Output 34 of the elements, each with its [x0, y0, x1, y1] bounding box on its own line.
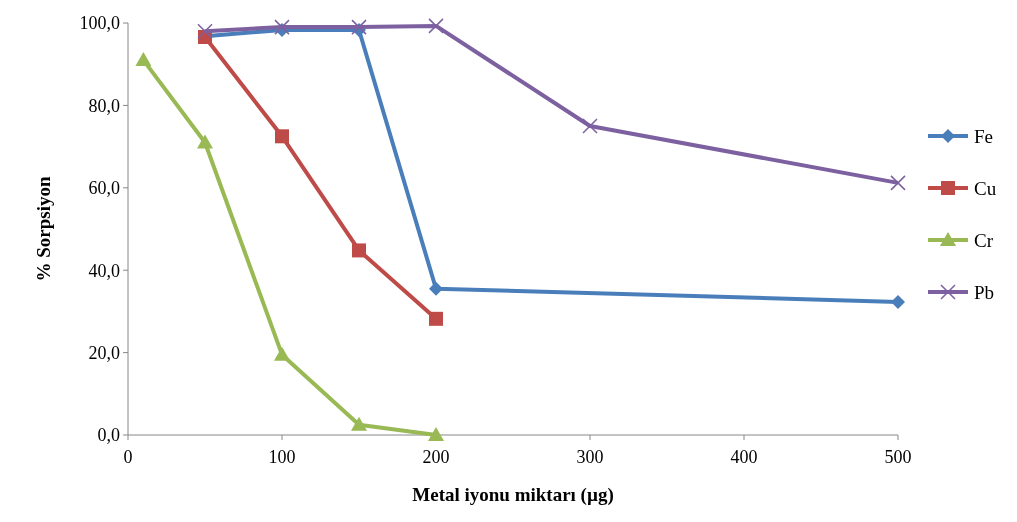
y-tick-label: 80,0	[88, 95, 120, 116]
point	[274, 19, 290, 35]
y-tick-label: 40,0	[88, 260, 120, 281]
x-tick-label: 500	[884, 447, 912, 467]
point	[274, 346, 290, 361]
legend-label: Cr	[974, 229, 994, 251]
x-tick-label: 400	[730, 447, 758, 467]
legend-label: Pb	[974, 281, 995, 303]
legend-label: Fe	[974, 125, 993, 147]
point	[890, 175, 906, 191]
point	[429, 311, 443, 326]
point	[582, 118, 598, 134]
x-tick-label: 0	[123, 447, 133, 467]
y-tick-label: 100,0	[79, 13, 120, 34]
y-axis-title: % Sorpsiyon	[33, 176, 54, 282]
point	[135, 52, 152, 67]
point	[197, 134, 213, 149]
legend-label: Cu	[974, 177, 997, 199]
point	[351, 19, 367, 35]
point	[352, 243, 366, 258]
point	[351, 416, 367, 431]
x-tick-label: 300	[576, 447, 604, 467]
x-tick-label: 100	[268, 447, 296, 467]
y-tick-label: 0,0	[97, 425, 120, 446]
point	[275, 129, 289, 144]
y-tick-label: 20,0	[88, 342, 120, 363]
y-tick-label: 60,0	[88, 178, 120, 199]
point	[891, 294, 905, 309]
point	[428, 18, 444, 34]
x-axis-title: Metal iyonu miktarı (µg)	[412, 484, 614, 506]
point	[197, 23, 213, 39]
point	[428, 427, 444, 441]
point	[429, 281, 443, 296]
x-tick-label: 200	[422, 447, 450, 467]
